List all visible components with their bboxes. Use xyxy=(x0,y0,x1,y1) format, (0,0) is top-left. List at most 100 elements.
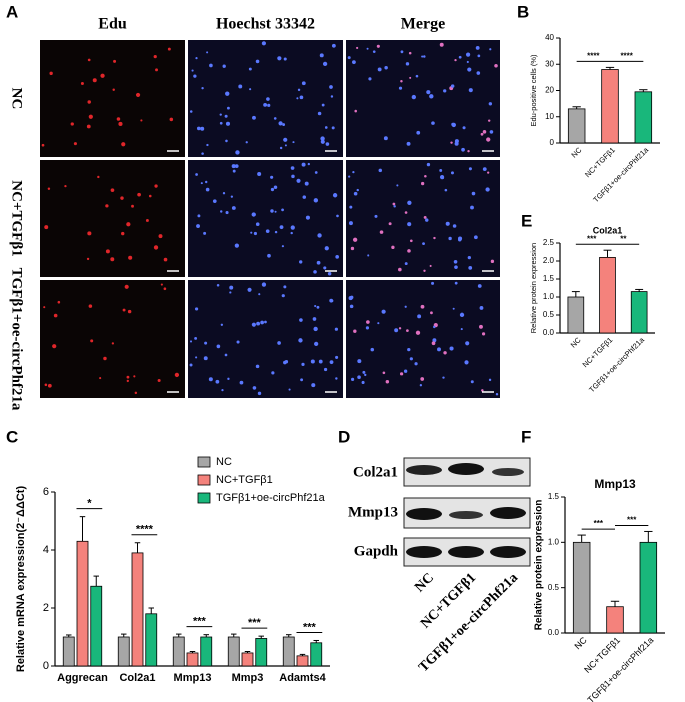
cell xyxy=(317,233,322,238)
cell xyxy=(273,117,277,120)
cell xyxy=(362,370,366,374)
error-bar xyxy=(639,89,648,92)
cell xyxy=(120,196,124,200)
error-bar xyxy=(635,288,644,292)
y-tick-label: 20 xyxy=(545,86,554,95)
cell xyxy=(310,359,315,364)
blot-band xyxy=(449,511,483,519)
cell xyxy=(403,369,408,373)
cell xyxy=(87,231,92,236)
cell xyxy=(263,102,268,107)
cell xyxy=(467,67,472,72)
micrograph-bg xyxy=(346,40,500,157)
cell xyxy=(134,391,138,395)
cell xyxy=(127,309,132,314)
cell xyxy=(209,63,213,68)
cell xyxy=(431,121,435,125)
significance-label: *** xyxy=(594,519,604,528)
cell xyxy=(448,236,452,241)
cell xyxy=(488,102,493,106)
cell xyxy=(291,174,295,179)
cell xyxy=(111,342,115,345)
cell xyxy=(80,81,84,85)
legend-label: TGFβ1+oe-circPhf21a xyxy=(216,492,326,504)
cell xyxy=(282,123,286,126)
cell xyxy=(288,388,291,391)
cell xyxy=(314,341,319,347)
cell xyxy=(239,380,244,385)
cell xyxy=(409,239,413,243)
cell xyxy=(234,164,239,169)
cell xyxy=(374,214,378,218)
cell xyxy=(470,205,474,210)
cell xyxy=(277,341,281,345)
cell xyxy=(464,360,469,365)
cell xyxy=(224,114,228,118)
panel-label: F xyxy=(521,427,531,446)
cell xyxy=(324,246,329,251)
cell xyxy=(485,187,490,192)
cell xyxy=(200,182,203,185)
cell xyxy=(385,379,390,384)
cell xyxy=(423,215,427,219)
cell xyxy=(349,205,353,209)
cell xyxy=(284,144,287,147)
x-tick-label: NC xyxy=(569,145,583,159)
cell xyxy=(251,212,256,217)
cell xyxy=(271,371,275,375)
cell xyxy=(331,43,336,48)
cell xyxy=(299,260,303,264)
cell xyxy=(153,55,157,59)
cell xyxy=(154,184,158,188)
error-bar xyxy=(572,106,581,109)
cell xyxy=(148,194,152,198)
cell xyxy=(264,320,267,324)
bar xyxy=(241,652,254,667)
cell xyxy=(317,111,322,116)
y-axis-label: Relative protein expression xyxy=(534,500,545,631)
y-tick-label: 1.5 xyxy=(543,274,555,283)
cell xyxy=(423,269,426,272)
cell xyxy=(494,64,498,68)
cell xyxy=(122,308,126,312)
cell xyxy=(348,221,353,226)
y-axis-label: Edu-positive cells (%) xyxy=(529,54,538,127)
cell xyxy=(163,257,168,262)
cell xyxy=(489,48,492,51)
cell xyxy=(203,356,208,361)
significance-label: ** xyxy=(620,234,627,243)
cell xyxy=(426,162,431,167)
significance-label: *** xyxy=(248,617,262,629)
cell xyxy=(443,89,447,93)
cell xyxy=(126,375,130,379)
y-tick-label: 40 xyxy=(545,33,554,42)
cell xyxy=(225,139,228,143)
cell xyxy=(352,170,355,174)
cell xyxy=(466,60,469,64)
micrograph xyxy=(346,280,500,398)
cell xyxy=(477,54,481,58)
cell xyxy=(490,259,495,263)
cell xyxy=(253,231,257,236)
cell xyxy=(255,59,260,64)
cell xyxy=(158,234,163,239)
cell xyxy=(99,377,102,380)
y-tick-label: 0.0 xyxy=(543,328,555,337)
cell xyxy=(439,42,444,47)
cell xyxy=(197,214,201,218)
cell xyxy=(229,291,232,294)
micrograph xyxy=(188,40,343,157)
cell xyxy=(47,187,51,190)
cell xyxy=(261,41,266,46)
cell xyxy=(495,393,499,396)
cell xyxy=(43,306,46,309)
cell xyxy=(398,86,403,90)
cell xyxy=(135,92,141,98)
cell xyxy=(465,52,471,57)
cell xyxy=(479,306,484,310)
cell xyxy=(313,326,318,332)
cell xyxy=(404,262,408,266)
panel-label: A xyxy=(6,2,18,21)
row-label: NC xyxy=(9,88,25,110)
cell xyxy=(100,73,105,78)
